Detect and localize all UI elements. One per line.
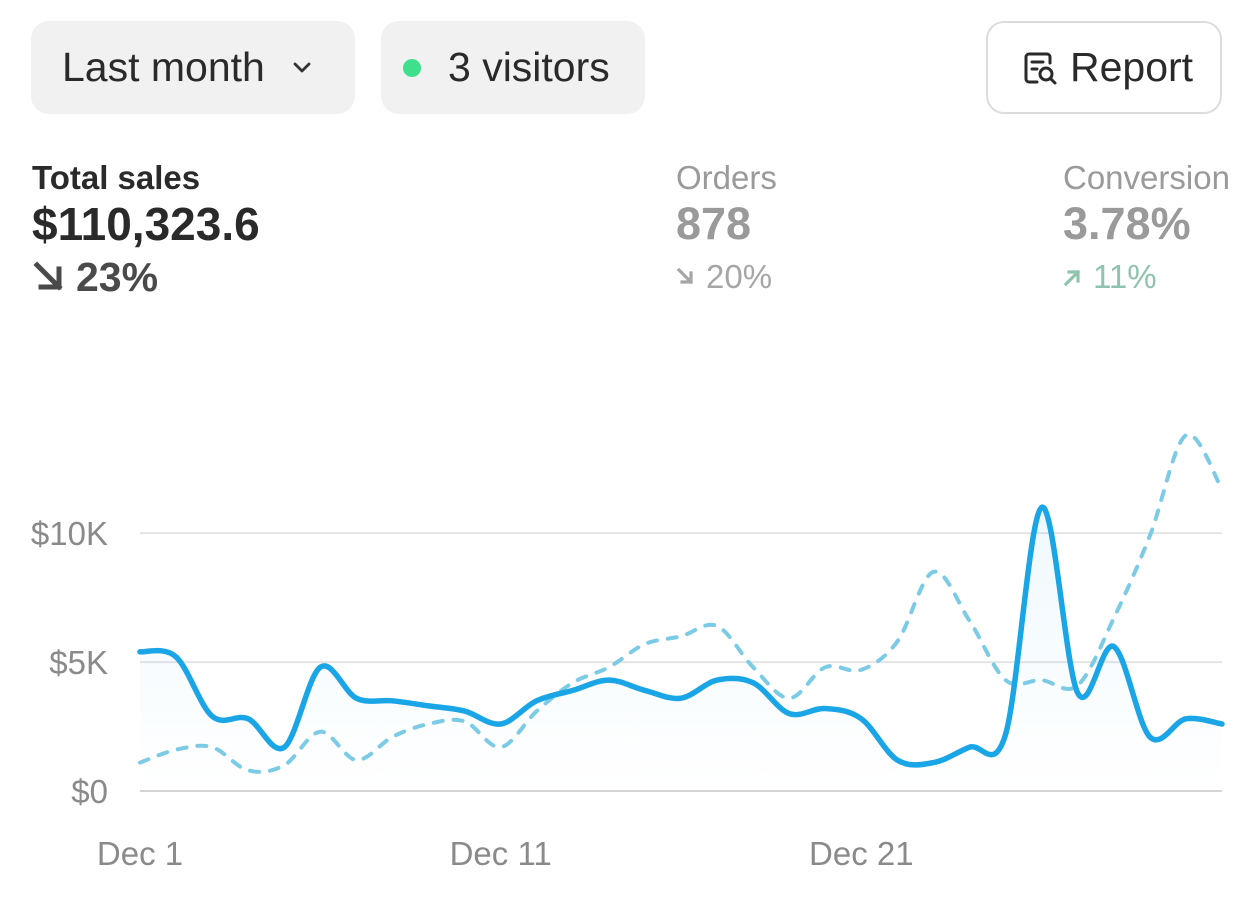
report-button[interactable]: Report [986, 21, 1222, 114]
live-dot-icon [403, 58, 421, 77]
metric-value: $110,323.6 [32, 198, 260, 250]
metric-change-value: 11% [1093, 258, 1157, 295]
metric-change: 11% [1063, 252, 1230, 302]
sales-chart: $0 $5K $10K Dec 1 Dec 11 Dec 21 [31, 432, 1225, 872]
y-tick-label: $5K [49, 644, 108, 681]
metric-label: Orders [676, 159, 777, 196]
arrow-down-right-icon [33, 261, 63, 291]
metric-change: 23% [32, 252, 260, 302]
report-search-icon [1024, 52, 1057, 84]
metric-total-sales[interactable]: Total sales $110,323.6 23% [32, 158, 260, 302]
sales-area-fill [140, 507, 1222, 791]
metric-label: Total sales [32, 159, 201, 196]
metric-value: 878 [676, 198, 752, 249]
report-label: Report [1070, 44, 1194, 90]
metric-change-value: 20% [706, 258, 773, 295]
period-dropdown[interactable]: Last month [31, 21, 355, 114]
metric-conversion[interactable]: Conversion 3.78% 11% [1063, 158, 1230, 302]
y-tick-label: $0 [71, 773, 108, 810]
comparison-series-line [138, 432, 1224, 774]
chevron-down-icon [293, 62, 311, 72]
y-tick-label: $10K [31, 515, 108, 552]
x-tick-label: Dec 11 [450, 835, 552, 872]
metric-orders[interactable]: Orders 878 20% [676, 158, 777, 302]
metric-change-value: 23% [76, 254, 159, 300]
metric-change: 20% [676, 252, 777, 302]
x-tick-label: Dec 21 [809, 835, 914, 872]
sales-series-line [137, 504, 1225, 768]
live-visitors-button[interactable]: 3 visitors [381, 21, 645, 114]
x-tick-label: Dec 1 [97, 835, 183, 872]
period-label: Last month [62, 44, 265, 90]
metric-label: Conversion [1063, 159, 1230, 196]
arrow-down-right-icon [676, 267, 694, 285]
visitors-label: 3 visitors [448, 44, 610, 90]
metric-value: 3.78% [1063, 198, 1191, 249]
arrow-up-right-icon [1063, 269, 1081, 287]
